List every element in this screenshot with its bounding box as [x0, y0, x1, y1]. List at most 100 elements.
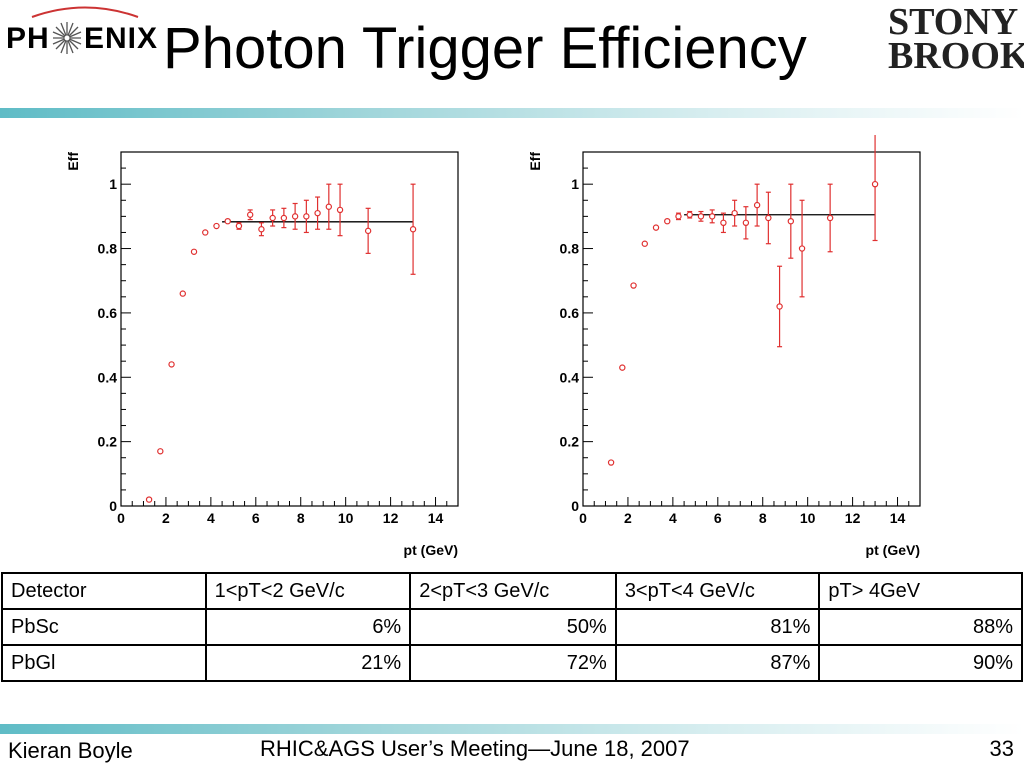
point-marker: [190, 248, 198, 255]
data-point: [409, 183, 417, 275]
point-marker: [753, 201, 761, 209]
plot-frame: [582, 151, 921, 507]
table-cell: 21%: [204, 644, 412, 682]
data-point: [179, 290, 186, 297]
point-marker: [291, 213, 299, 220]
data-point: [630, 282, 637, 289]
data-point: [258, 222, 265, 237]
x-tick-label: 6: [714, 510, 722, 526]
footer-meeting: RHIC&AGS User’s Meeting—June 18, 2007: [260, 736, 690, 761]
x-tick-label: 6: [252, 510, 260, 526]
x-axis-label: pt (GeV): [866, 542, 920, 558]
data-point: [246, 209, 254, 221]
y-tick-label: 1: [109, 176, 117, 192]
footer-author: Kieran Boyle: [8, 738, 133, 763]
point-marker: [303, 213, 310, 220]
point-marker: [630, 282, 637, 289]
data-point: [280, 207, 288, 229]
point-marker: [708, 213, 716, 220]
point-marker: [652, 224, 660, 231]
logo-line-2: BROOK: [888, 35, 1024, 77]
point-marker: [213, 222, 220, 230]
x-tick-label: 4: [207, 510, 215, 526]
chart-svg: 0 2 4 6 8 10 12 14 0 0.2 0.4 0.6 0.8 1 pt (GeV) Eff: [527, 135, 921, 558]
table-cell: 72%: [409, 644, 617, 682]
data-point: [325, 183, 333, 230]
data-point: [291, 202, 299, 230]
data-point: [765, 191, 772, 245]
x-tick-label: 12: [845, 510, 861, 526]
x-tick-label: 2: [162, 510, 170, 526]
data-point: [675, 212, 682, 221]
point-marker: [798, 245, 806, 252]
point-marker: [145, 496, 153, 503]
data-point: [157, 448, 164, 455]
data-point: [314, 196, 321, 230]
table-header-cell: pT> 4GeV: [818, 572, 1023, 610]
data-point: [168, 361, 175, 368]
point-marker: [720, 219, 727, 227]
table-cell: PbGl: [1, 644, 207, 682]
data-point: [826, 183, 834, 253]
data-point: [731, 199, 738, 227]
data-point: [269, 209, 276, 227]
y-tick-label: 0.8: [98, 241, 118, 257]
logo-swoosh-icon: [31, 6, 139, 18]
x-tick-label: 10: [338, 510, 354, 526]
x-tick-label: 14: [890, 510, 906, 526]
data-point: [202, 229, 209, 236]
y-tick-label: 0.6: [560, 305, 580, 321]
point-marker: [619, 364, 626, 371]
point-marker: [731, 209, 738, 217]
y-tick-label: 0.8: [560, 241, 580, 257]
x-tick-label: 0: [579, 510, 587, 526]
efficiency-table: Detector 1<pT<2 GeV/c 2<pT<3 GeV/c 3<pT<…: [1, 572, 1023, 682]
x-tick-label: 0: [117, 510, 125, 526]
chart-svg: 0 2 4 6 8 10 12 14 0 0.2 0.4 0.6 0.8 1 pt (GeV) Eff: [65, 151, 459, 558]
y-tick-label: 0: [571, 498, 579, 514]
x-tick-label: 4: [669, 510, 677, 526]
y-tick-label: 0.4: [560, 369, 580, 385]
phenix-logo: PH ENIX: [0, 6, 170, 58]
point-marker: [742, 219, 750, 227]
data-point: [641, 240, 648, 247]
table-cell: 90%: [818, 644, 1023, 682]
table-row: PbGl 21% 72% 87% 90%: [1, 644, 1023, 682]
point-marker: [787, 217, 795, 225]
efficiency-chart-right: 0 2 4 6 8 10 12 14 0 0.2 0.4 0.6 0.8 1 pt (GeV) Eff: [512, 135, 972, 565]
x-tick-label: 2: [624, 510, 632, 526]
y-tick-label: 0.4: [98, 369, 118, 385]
data-point: [619, 364, 626, 371]
table-header-cell: 3<pT<4 GeV/c: [614, 572, 821, 610]
point-marker: [826, 214, 834, 222]
header-divider: [0, 108, 1024, 118]
point-marker: [258, 226, 265, 233]
point-marker: [269, 214, 276, 222]
data-point: [871, 135, 879, 242]
footer-page-number: 33: [989, 736, 1014, 761]
plot-frame: [120, 151, 459, 507]
y-axis-label: Eff: [527, 152, 543, 171]
table-header-cell: Detector: [1, 572, 207, 610]
point-marker: [280, 214, 288, 222]
point-marker: [325, 203, 333, 210]
data-point: [776, 265, 783, 348]
point-marker: [697, 213, 705, 220]
data-point: [235, 222, 243, 230]
data-point: [224, 217, 231, 225]
point-marker: [235, 222, 243, 230]
point-marker: [607, 459, 615, 466]
point-marker: [675, 213, 682, 220]
data-point: [190, 248, 198, 255]
slide-title: Photon Trigger Efficiency: [163, 16, 807, 81]
x-tick-label: 8: [759, 510, 767, 526]
data-point: [798, 199, 806, 298]
data-point: [686, 210, 693, 219]
data-point: [607, 459, 615, 466]
x-axis-label: pt (GeV): [404, 542, 458, 558]
point-marker: [664, 217, 671, 225]
data-point: [303, 199, 310, 234]
phenix-logo-text-end: ENIX: [84, 22, 159, 55]
y-tick-label: 1: [571, 176, 579, 192]
data-point: [336, 183, 344, 237]
